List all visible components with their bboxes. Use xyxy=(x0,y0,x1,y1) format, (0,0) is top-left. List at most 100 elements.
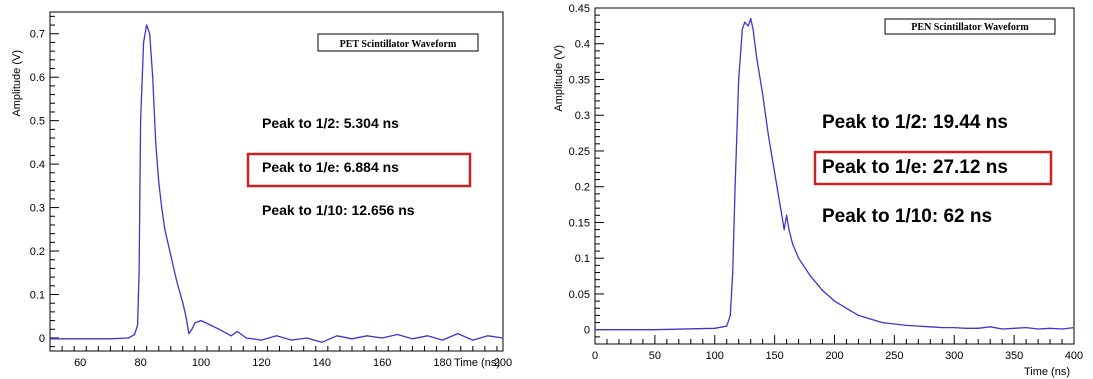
data-point xyxy=(1013,327,1015,329)
data-point xyxy=(780,207,782,209)
data-point xyxy=(442,339,444,341)
data-point xyxy=(845,307,848,309)
data-point xyxy=(127,337,130,339)
data-point xyxy=(185,315,187,317)
data-point xyxy=(182,302,184,304)
data-point xyxy=(833,300,836,302)
data-point xyxy=(726,325,728,327)
data-point xyxy=(756,57,758,59)
data-point xyxy=(411,338,413,340)
y-axis-label: Amplitude (V) xyxy=(11,50,23,117)
x-tick-label: 100 xyxy=(192,357,210,369)
data-point xyxy=(321,341,323,343)
data-point xyxy=(136,324,139,326)
y-tick-label: 0.3 xyxy=(30,203,45,215)
series-line-1 xyxy=(50,24,504,343)
data-point xyxy=(152,76,154,78)
data-point xyxy=(917,325,919,327)
data-point xyxy=(245,337,247,339)
data-point xyxy=(146,24,148,26)
y-tick-label: 0.4 xyxy=(575,39,590,51)
x-tick-label: 350 xyxy=(1005,350,1023,362)
plot-frame xyxy=(49,11,504,352)
data-point xyxy=(783,229,785,231)
x-tick-label: 200 xyxy=(494,357,512,369)
data-point xyxy=(472,339,474,341)
data-point xyxy=(133,333,136,336)
data-point xyxy=(714,327,716,329)
data-point xyxy=(1061,328,1063,330)
data-point xyxy=(744,21,746,23)
x-tick-label: 140 xyxy=(313,357,331,369)
data-point xyxy=(752,28,754,31)
chart-2: 0 50 100 150 200 250 300 350 400 0 0.05 0.1 0.15 0.2 0… xyxy=(553,3,1083,378)
data-point xyxy=(788,229,790,231)
data-point xyxy=(176,280,178,283)
data-point xyxy=(457,333,459,335)
data-point xyxy=(426,335,429,337)
x-axis-label: Time (ns) xyxy=(1024,366,1070,378)
data-point xyxy=(594,329,596,331)
data-point xyxy=(809,275,812,277)
data-point xyxy=(138,272,140,274)
highlight-box xyxy=(813,150,1053,186)
chart-title: PET Scintillator Waveform xyxy=(340,39,457,50)
data-point xyxy=(774,171,776,174)
data-point xyxy=(49,338,51,340)
y-tick-label: 0 xyxy=(39,333,45,345)
y-tick-label: 0.2 xyxy=(30,246,45,258)
data-point xyxy=(989,326,991,328)
data-point xyxy=(791,243,794,245)
annotation-text: Peak to 1/2: 5.304 ns xyxy=(262,115,399,131)
x-tick-label: 60 xyxy=(74,357,86,369)
data-point xyxy=(1073,326,1075,329)
data-point xyxy=(291,339,293,341)
y-tick-label: 0.1 xyxy=(575,253,590,265)
highlight-box xyxy=(246,152,472,188)
data-point xyxy=(953,326,955,329)
data-point xyxy=(797,257,800,259)
data-point xyxy=(149,33,151,35)
data-point xyxy=(821,289,824,291)
data-point xyxy=(396,333,398,336)
data-point xyxy=(857,314,860,317)
data-point xyxy=(734,186,736,188)
y-tick-label: 0.7 xyxy=(30,29,45,41)
legend-box xyxy=(317,33,479,52)
x-tick-label: 400 xyxy=(1065,350,1083,362)
data-point xyxy=(188,333,190,335)
y-tick-label: 0.35 xyxy=(569,74,590,86)
series-line-1 xyxy=(595,18,1075,331)
data-point xyxy=(306,337,308,339)
y-tick-label: 0.05 xyxy=(569,289,590,301)
x-tick-label: 150 xyxy=(765,350,783,362)
data-point xyxy=(143,41,145,44)
data-point xyxy=(747,25,749,27)
annotation-text: Peak to 1/e: 27.12 ns xyxy=(822,157,1008,178)
data-point xyxy=(170,254,172,256)
data-point xyxy=(260,339,262,341)
data-point xyxy=(336,335,338,337)
data-point xyxy=(275,335,278,337)
data-point xyxy=(786,214,788,216)
data-point xyxy=(977,327,979,329)
data-point xyxy=(164,228,166,230)
data-point xyxy=(1049,327,1051,329)
y-tick-label: 0 xyxy=(584,325,590,337)
data-point xyxy=(929,326,931,328)
data-point xyxy=(881,321,884,324)
x-tick-label: 0 xyxy=(592,350,598,362)
data-point xyxy=(218,328,220,330)
data-point xyxy=(869,318,872,320)
legend-box xyxy=(884,18,1056,35)
data-point xyxy=(732,271,734,274)
data-point xyxy=(158,180,160,183)
data-point xyxy=(1001,328,1003,330)
data-point xyxy=(1025,326,1027,329)
y-tick-label: 0.25 xyxy=(569,146,590,158)
x-axis-label: Time (ns) xyxy=(454,357,500,369)
data-point xyxy=(194,322,196,324)
data-point xyxy=(381,337,383,339)
y-tick-label: 0.2 xyxy=(575,182,590,194)
